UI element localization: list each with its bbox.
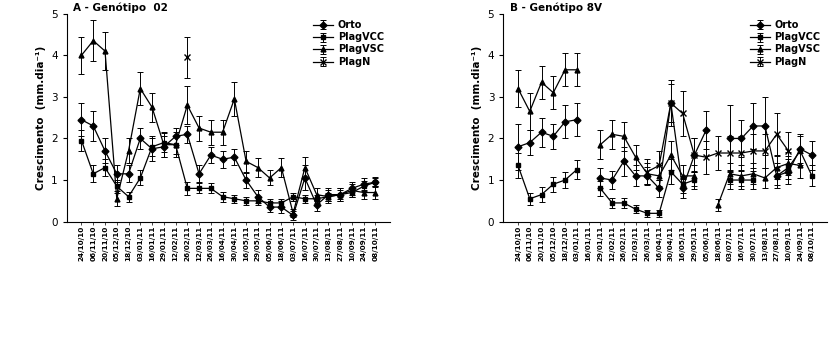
- Text: A - Genótipo  02: A - Genótipo 02: [73, 2, 168, 13]
- Legend: Orto, PlagVCC, PlagVSC, PlagN: Orto, PlagVCC, PlagVSC, PlagN: [748, 18, 822, 69]
- Y-axis label: Crescimento  (mm.dia⁻¹): Crescimento (mm.dia⁻¹): [472, 45, 482, 190]
- Legend: Orto, PlagVCC, PlagVSC, PlagN: Orto, PlagVCC, PlagVSC, PlagN: [311, 18, 386, 69]
- Text: B - Genótipo 8V: B - Genótipo 8V: [510, 2, 602, 13]
- Y-axis label: Crescimento  (mm.dia⁻¹): Crescimento (mm.dia⁻¹): [36, 45, 46, 190]
